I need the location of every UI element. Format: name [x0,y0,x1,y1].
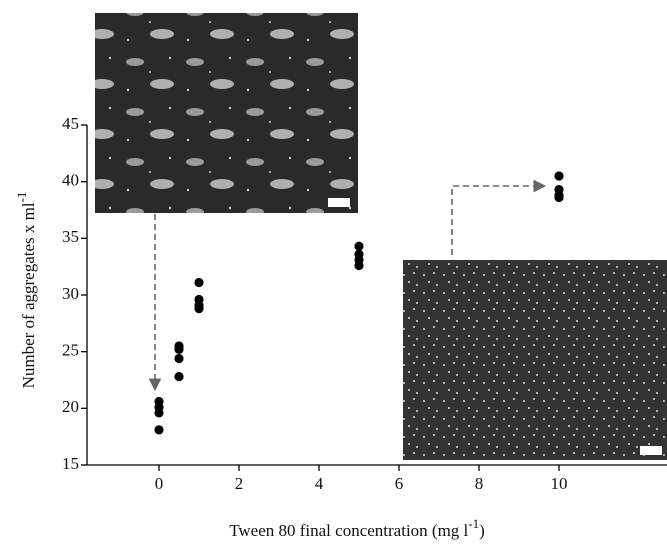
dashed-arrow [451,179,547,255]
x-tick-label: 2 [235,474,244,493]
scale-bar [328,198,350,207]
point [194,277,204,288]
y-tick-label: 20 [62,397,79,416]
y-tick-label: 15 [62,454,79,473]
x-tick-label: 8 [475,474,484,493]
y-tick-label: 30 [62,284,79,303]
micrograph-inset [95,13,358,213]
point [354,241,364,251]
x-tick-label: 4 [315,474,324,493]
superscript: -1 [468,516,479,531]
y-tick-label: 35 [62,227,79,246]
label-text: ) [479,521,485,540]
x-tick-label: 10 [551,474,568,493]
scale-bar [640,446,662,455]
point [174,341,184,351]
point [154,396,164,407]
point [174,353,184,364]
axes: 15 20 25 30 35 40 45 0 2 4 6 8 10 Tween 80 final conc… [14,114,667,540]
y-tick-label: 45 [62,114,79,133]
point [154,425,164,435]
y-tick-label: 25 [62,341,79,360]
x-axis-label: Tween 80 final concentration (mg l-1) [229,516,485,540]
y-tick-label: 40 [62,171,79,190]
superscript: -1 [14,192,29,203]
y-axis-label: Number of aggregates x ml-1 [14,192,38,389]
label-text: Tween 80 final concentration (mg l [229,521,468,540]
label-text: Number of aggregates x ml [19,202,38,388]
micrograph-inset [403,260,667,460]
point [554,171,564,181]
x-tick-label: 6 [395,474,404,493]
point [174,372,184,382]
points [154,171,564,435]
point [354,249,364,259]
point [554,185,564,195]
x-tick-label: 0 [155,474,164,493]
point [194,294,204,305]
